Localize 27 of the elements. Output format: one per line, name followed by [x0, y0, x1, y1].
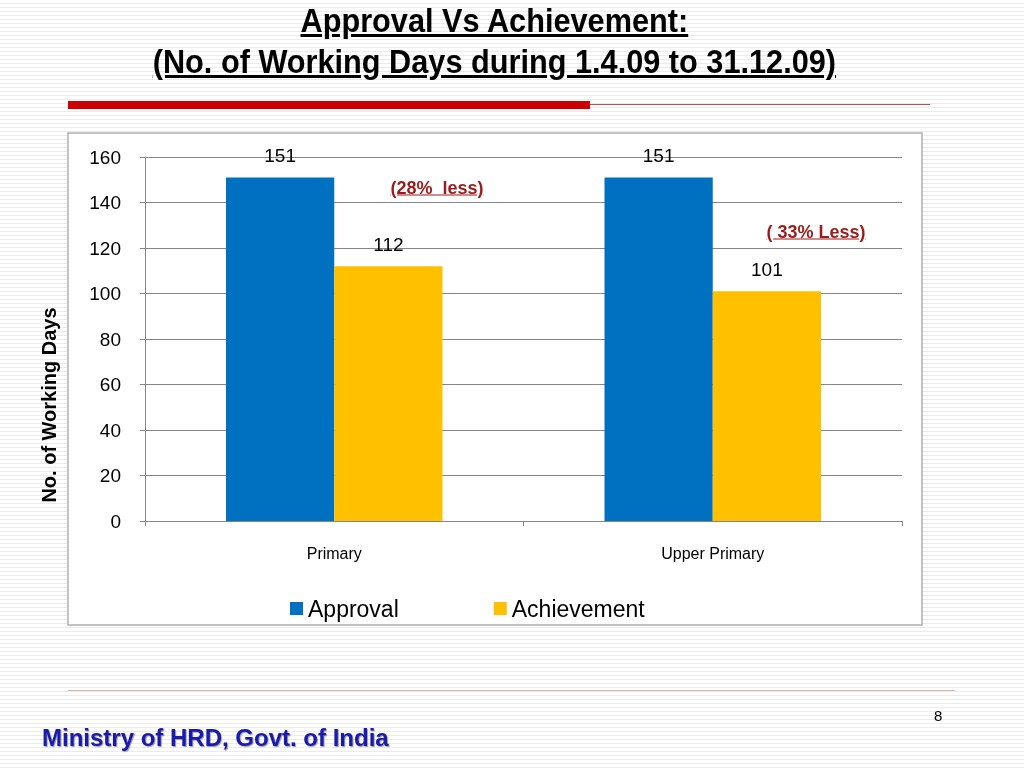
- y-axis-title: No. of Working Days: [38, 307, 60, 503]
- text: Ministry of HRD, Govt. of India: [42, 724, 389, 752]
- data-label: 101: [751, 259, 783, 281]
- legend-label: Approval: [308, 595, 399, 622]
- data-label: 151: [264, 145, 296, 167]
- y-tick-label: 100: [89, 283, 121, 304]
- annotation: (28% less): [390, 177, 484, 199]
- y-tick-label: 20: [99, 465, 121, 486]
- x-tick-label: Primary: [306, 544, 362, 562]
- y-tick-label: 40: [99, 419, 121, 441]
- data-label: 151: [642, 145, 675, 167]
- y-tick-label: 160: [89, 146, 121, 168]
- chart-title: Approval Vs Achievement: (No. of Working Days during 1.4.09 to 31.12.09): [152, 1, 836, 82]
- annotation: ( 33% Less): [766, 221, 866, 243]
- y-tick-label: 140: [89, 192, 121, 213]
- legend-label: Achievement: [511, 595, 646, 622]
- bar: [226, 177, 335, 521]
- data-label: 112: [373, 234, 404, 256]
- y-tick-label: 60: [99, 374, 121, 395]
- y-tick-label: 120: [89, 237, 121, 259]
- bar: [712, 291, 821, 521]
- x-tick-label: Upper Primary: [661, 544, 765, 562]
- bar: [334, 266, 443, 521]
- y-tick-label: 80: [99, 328, 121, 350]
- text: 8: [934, 707, 943, 724]
- bar: [604, 177, 713, 521]
- y-tick-label: 0: [110, 510, 121, 532]
